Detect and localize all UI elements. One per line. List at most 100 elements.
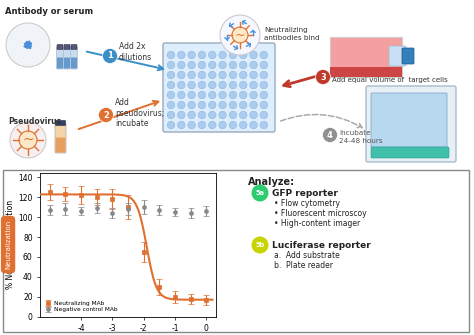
Circle shape bbox=[252, 237, 268, 254]
Text: 4: 4 bbox=[327, 131, 333, 139]
Circle shape bbox=[229, 51, 237, 59]
Circle shape bbox=[188, 81, 195, 89]
Circle shape bbox=[178, 81, 185, 89]
Circle shape bbox=[239, 51, 247, 59]
Circle shape bbox=[316, 69, 330, 84]
FancyBboxPatch shape bbox=[57, 58, 63, 68]
Circle shape bbox=[188, 61, 195, 69]
Circle shape bbox=[178, 61, 185, 69]
Text: Add equal volume of  target cells: Add equal volume of target cells bbox=[332, 77, 448, 83]
Circle shape bbox=[219, 51, 227, 59]
Circle shape bbox=[250, 111, 257, 119]
Circle shape bbox=[250, 121, 257, 129]
Circle shape bbox=[239, 61, 247, 69]
Circle shape bbox=[167, 121, 175, 129]
Circle shape bbox=[239, 111, 247, 119]
Circle shape bbox=[260, 111, 268, 119]
Y-axis label: % Normalized Infection: % Normalized Infection bbox=[6, 200, 15, 289]
Circle shape bbox=[167, 111, 175, 119]
Circle shape bbox=[219, 91, 227, 99]
Circle shape bbox=[167, 71, 175, 79]
Bar bbox=[3, 170, 469, 332]
Polygon shape bbox=[330, 67, 402, 77]
FancyBboxPatch shape bbox=[163, 43, 275, 132]
Circle shape bbox=[229, 111, 237, 119]
Text: Add 2x
dilutions: Add 2x dilutions bbox=[119, 42, 152, 62]
FancyBboxPatch shape bbox=[55, 137, 65, 152]
Circle shape bbox=[239, 71, 247, 79]
Circle shape bbox=[260, 71, 268, 79]
FancyBboxPatch shape bbox=[366, 86, 456, 162]
Text: Antibody or serum: Antibody or serum bbox=[5, 7, 93, 16]
Circle shape bbox=[178, 91, 185, 99]
Circle shape bbox=[219, 61, 227, 69]
FancyBboxPatch shape bbox=[64, 47, 71, 69]
Circle shape bbox=[209, 91, 216, 99]
FancyBboxPatch shape bbox=[55, 123, 66, 153]
Text: Pseudovirus: Pseudovirus bbox=[8, 117, 61, 126]
Circle shape bbox=[209, 111, 216, 119]
FancyArrowPatch shape bbox=[281, 115, 362, 128]
Circle shape bbox=[250, 101, 257, 109]
FancyArrowPatch shape bbox=[283, 74, 325, 87]
Circle shape bbox=[198, 91, 206, 99]
FancyBboxPatch shape bbox=[57, 45, 63, 50]
Circle shape bbox=[229, 91, 237, 99]
FancyBboxPatch shape bbox=[71, 47, 78, 69]
Circle shape bbox=[260, 91, 268, 99]
Circle shape bbox=[239, 121, 247, 129]
Circle shape bbox=[250, 91, 257, 99]
FancyBboxPatch shape bbox=[371, 147, 449, 158]
Circle shape bbox=[19, 131, 37, 149]
Circle shape bbox=[250, 51, 257, 59]
Circle shape bbox=[188, 51, 195, 59]
Circle shape bbox=[198, 51, 206, 59]
Circle shape bbox=[209, 81, 216, 89]
Circle shape bbox=[219, 71, 227, 79]
FancyArrowPatch shape bbox=[87, 52, 163, 70]
Circle shape bbox=[252, 185, 268, 201]
Circle shape bbox=[198, 101, 206, 109]
Text: • High-content imager: • High-content imager bbox=[274, 219, 360, 228]
FancyBboxPatch shape bbox=[402, 48, 414, 64]
Circle shape bbox=[219, 111, 227, 119]
Circle shape bbox=[209, 51, 216, 59]
Circle shape bbox=[188, 121, 195, 129]
Circle shape bbox=[188, 101, 195, 109]
Text: a.  Add substrate: a. Add substrate bbox=[274, 251, 340, 260]
Circle shape bbox=[209, 101, 216, 109]
Text: Add
pseudovirus;
incubate: Add pseudovirus; incubate bbox=[115, 98, 164, 128]
Circle shape bbox=[220, 15, 260, 55]
Circle shape bbox=[250, 61, 257, 69]
Circle shape bbox=[188, 71, 195, 79]
FancyBboxPatch shape bbox=[64, 58, 70, 68]
Circle shape bbox=[167, 101, 175, 109]
Circle shape bbox=[239, 101, 247, 109]
Circle shape bbox=[209, 121, 216, 129]
Text: 1: 1 bbox=[107, 52, 113, 61]
Circle shape bbox=[239, 81, 247, 89]
Circle shape bbox=[219, 81, 227, 89]
Text: 5a: 5a bbox=[255, 190, 264, 196]
Circle shape bbox=[260, 81, 268, 89]
Text: Analyze:: Analyze: bbox=[248, 177, 295, 187]
Text: Neutralization: Neutralization bbox=[5, 220, 11, 269]
FancyBboxPatch shape bbox=[71, 58, 77, 68]
Circle shape bbox=[178, 111, 185, 119]
Circle shape bbox=[239, 91, 247, 99]
FancyBboxPatch shape bbox=[64, 45, 70, 50]
Legend: Neutralizing MAb, Negative control MAb: Neutralizing MAb, Negative control MAb bbox=[43, 299, 118, 314]
FancyBboxPatch shape bbox=[389, 46, 406, 66]
Circle shape bbox=[209, 61, 216, 69]
Circle shape bbox=[198, 71, 206, 79]
Circle shape bbox=[178, 51, 185, 59]
Text: ~: ~ bbox=[235, 28, 245, 42]
Circle shape bbox=[250, 81, 257, 89]
FancyBboxPatch shape bbox=[371, 93, 447, 147]
Circle shape bbox=[198, 121, 206, 129]
Text: 2: 2 bbox=[103, 111, 109, 120]
Text: b.  Plate reader: b. Plate reader bbox=[274, 261, 333, 270]
Circle shape bbox=[260, 51, 268, 59]
FancyBboxPatch shape bbox=[71, 45, 77, 50]
Text: • Flow cytometry: • Flow cytometry bbox=[274, 199, 340, 208]
